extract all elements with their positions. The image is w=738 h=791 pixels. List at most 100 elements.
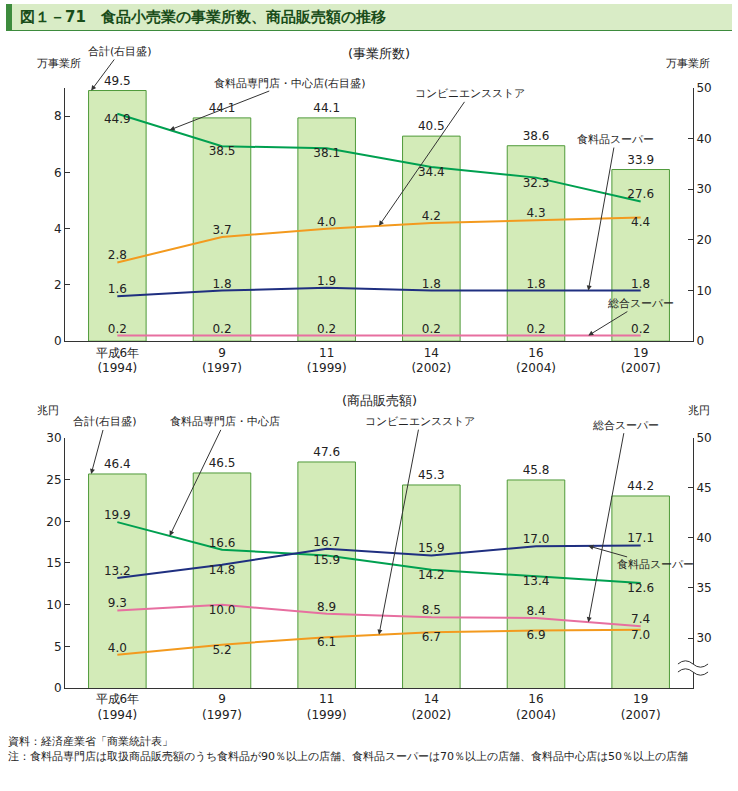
- svg-text:0.2: 0.2: [422, 322, 441, 336]
- svg-text:8.9: 8.9: [317, 600, 336, 614]
- svg-text:10: 10: [46, 598, 61, 612]
- svg-text:14.8: 14.8: [209, 563, 236, 577]
- svg-text:6.1: 6.1: [317, 635, 336, 649]
- svg-text:19(2007): 19(2007): [621, 346, 661, 376]
- svg-text:15.9: 15.9: [313, 553, 340, 567]
- svg-text:平成6年(1994): 平成6年(1994): [96, 692, 140, 722]
- svg-text:10.0: 10.0: [209, 603, 236, 617]
- svg-text:16(2004): 16(2004): [516, 346, 556, 376]
- svg-text:9.3: 9.3: [108, 596, 127, 610]
- svg-text:50: 50: [696, 81, 711, 95]
- svg-text:9(1997): 9(1997): [202, 346, 242, 376]
- svg-text:総合スーパー: 総合スーパー: [607, 297, 674, 310]
- svg-text:10: 10: [696, 284, 711, 298]
- svg-text:0.2: 0.2: [526, 322, 545, 336]
- svg-text:0.2: 0.2: [631, 322, 650, 336]
- svg-text:0: 0: [54, 334, 62, 348]
- svg-text:(事業所数): (事業所数): [348, 46, 410, 61]
- svg-text:17.1: 17.1: [627, 531, 654, 545]
- svg-text:9(1997): 9(1997): [202, 692, 242, 722]
- svg-text:合計(右目盛): 合計(右目盛): [73, 415, 137, 428]
- svg-text:万事業所: 万事業所: [666, 57, 710, 70]
- svg-text:(商品販売額): (商品販売額): [342, 393, 417, 408]
- svg-text:16.7: 16.7: [313, 535, 340, 549]
- svg-text:40: 40: [696, 132, 711, 146]
- svg-text:コンビニエンスストア: コンビニエンスストア: [365, 415, 475, 428]
- svg-text:11(1999): 11(1999): [307, 692, 347, 722]
- svg-text:47.6: 47.6: [313, 445, 340, 459]
- svg-text:19.9: 19.9: [104, 508, 131, 522]
- svg-text:16.6: 16.6: [209, 536, 236, 550]
- svg-text:50: 50: [696, 431, 711, 445]
- svg-text:45.8: 45.8: [523, 463, 550, 477]
- svg-text:7.0: 7.0: [631, 628, 650, 642]
- svg-text:38.6: 38.6: [523, 129, 550, 143]
- svg-text:1.9: 1.9: [317, 274, 336, 288]
- svg-text:4.3: 4.3: [526, 206, 545, 220]
- svg-text:32.3: 32.3: [523, 176, 550, 190]
- svg-text:0.2: 0.2: [212, 322, 231, 336]
- svg-text:44.1: 44.1: [209, 101, 236, 115]
- svg-text:13.2: 13.2: [104, 564, 131, 578]
- svg-text:44.9: 44.9: [104, 112, 131, 126]
- svg-text:6.7: 6.7: [422, 630, 441, 644]
- svg-text:2: 2: [54, 278, 62, 292]
- svg-text:合計(右目盛): 合計(右目盛): [88, 45, 152, 58]
- svg-text:44.2: 44.2: [627, 479, 654, 493]
- svg-text:27.6: 27.6: [627, 187, 654, 201]
- svg-text:38.5: 38.5: [209, 144, 236, 158]
- svg-text:1.8: 1.8: [631, 277, 650, 291]
- svg-text:44.1: 44.1: [313, 101, 340, 115]
- svg-text:平成6年(1994): 平成6年(1994): [96, 346, 140, 376]
- svg-text:49.5: 49.5: [104, 74, 131, 88]
- svg-text:5.2: 5.2: [212, 643, 231, 657]
- svg-text:14.2: 14.2: [418, 568, 445, 582]
- svg-text:15.9: 15.9: [418, 541, 445, 555]
- svg-text:25: 25: [46, 473, 61, 487]
- svg-text:3.7: 3.7: [212, 223, 231, 237]
- svg-text:兆円: 兆円: [37, 404, 59, 417]
- svg-text:8.5: 8.5: [422, 603, 441, 617]
- svg-text:食料品スーパー: 食料品スーパー: [617, 558, 694, 571]
- svg-text:食料品スーパー: 食料品スーパー: [577, 133, 654, 146]
- svg-text:40: 40: [696, 531, 711, 545]
- svg-text:34.4: 34.4: [418, 165, 445, 179]
- svg-text:35: 35: [696, 581, 711, 595]
- svg-text:45: 45: [696, 481, 711, 495]
- svg-text:16(2004): 16(2004): [516, 692, 556, 722]
- svg-text:1.6: 1.6: [108, 282, 127, 296]
- svg-text:33.9: 33.9: [627, 153, 654, 167]
- svg-text:4.0: 4.0: [317, 215, 336, 229]
- svg-text:5: 5: [54, 640, 62, 654]
- svg-text:食料品専門店・中心店(右目盛): 食料品専門店・中心店(右目盛): [214, 77, 366, 90]
- svg-text:14(2002): 14(2002): [411, 346, 451, 376]
- svg-text:13.4: 13.4: [523, 574, 550, 588]
- svg-text:46.4: 46.4: [104, 457, 131, 471]
- svg-text:総合スーパー: 総合スーパー: [592, 419, 659, 432]
- svg-text:コンビニエンスストア: コンビニエンスストア: [415, 87, 525, 100]
- svg-text:11(1999): 11(1999): [307, 346, 347, 376]
- svg-text:30: 30: [696, 631, 711, 645]
- svg-text:8.4: 8.4: [526, 604, 545, 618]
- svg-text:万事業所: 万事業所: [37, 57, 81, 70]
- svg-text:17.0: 17.0: [523, 532, 550, 546]
- svg-text:30: 30: [696, 182, 711, 196]
- svg-text:4.0: 4.0: [108, 641, 127, 655]
- svg-text:0: 0: [54, 681, 62, 695]
- svg-text:1.8: 1.8: [422, 277, 441, 291]
- svg-text:0.2: 0.2: [317, 322, 336, 336]
- svg-text:6.9: 6.9: [526, 629, 545, 643]
- svg-text:兆円: 兆円: [688, 404, 710, 417]
- svg-text:38.1: 38.1: [313, 146, 340, 160]
- svg-text:20: 20: [46, 515, 61, 529]
- svg-text:1.8: 1.8: [212, 277, 231, 291]
- svg-text:12.6: 12.6: [627, 581, 654, 595]
- svg-text:8: 8: [54, 109, 62, 123]
- svg-text:食料品専門店・中心店: 食料品専門店・中心店: [170, 415, 280, 428]
- svg-text:40.5: 40.5: [418, 119, 445, 133]
- svg-text:1.8: 1.8: [526, 277, 545, 291]
- svg-text:4: 4: [54, 222, 62, 236]
- svg-text:45.3: 45.3: [418, 468, 445, 482]
- svg-text:14(2002): 14(2002): [411, 692, 451, 722]
- svg-text:30: 30: [46, 431, 61, 445]
